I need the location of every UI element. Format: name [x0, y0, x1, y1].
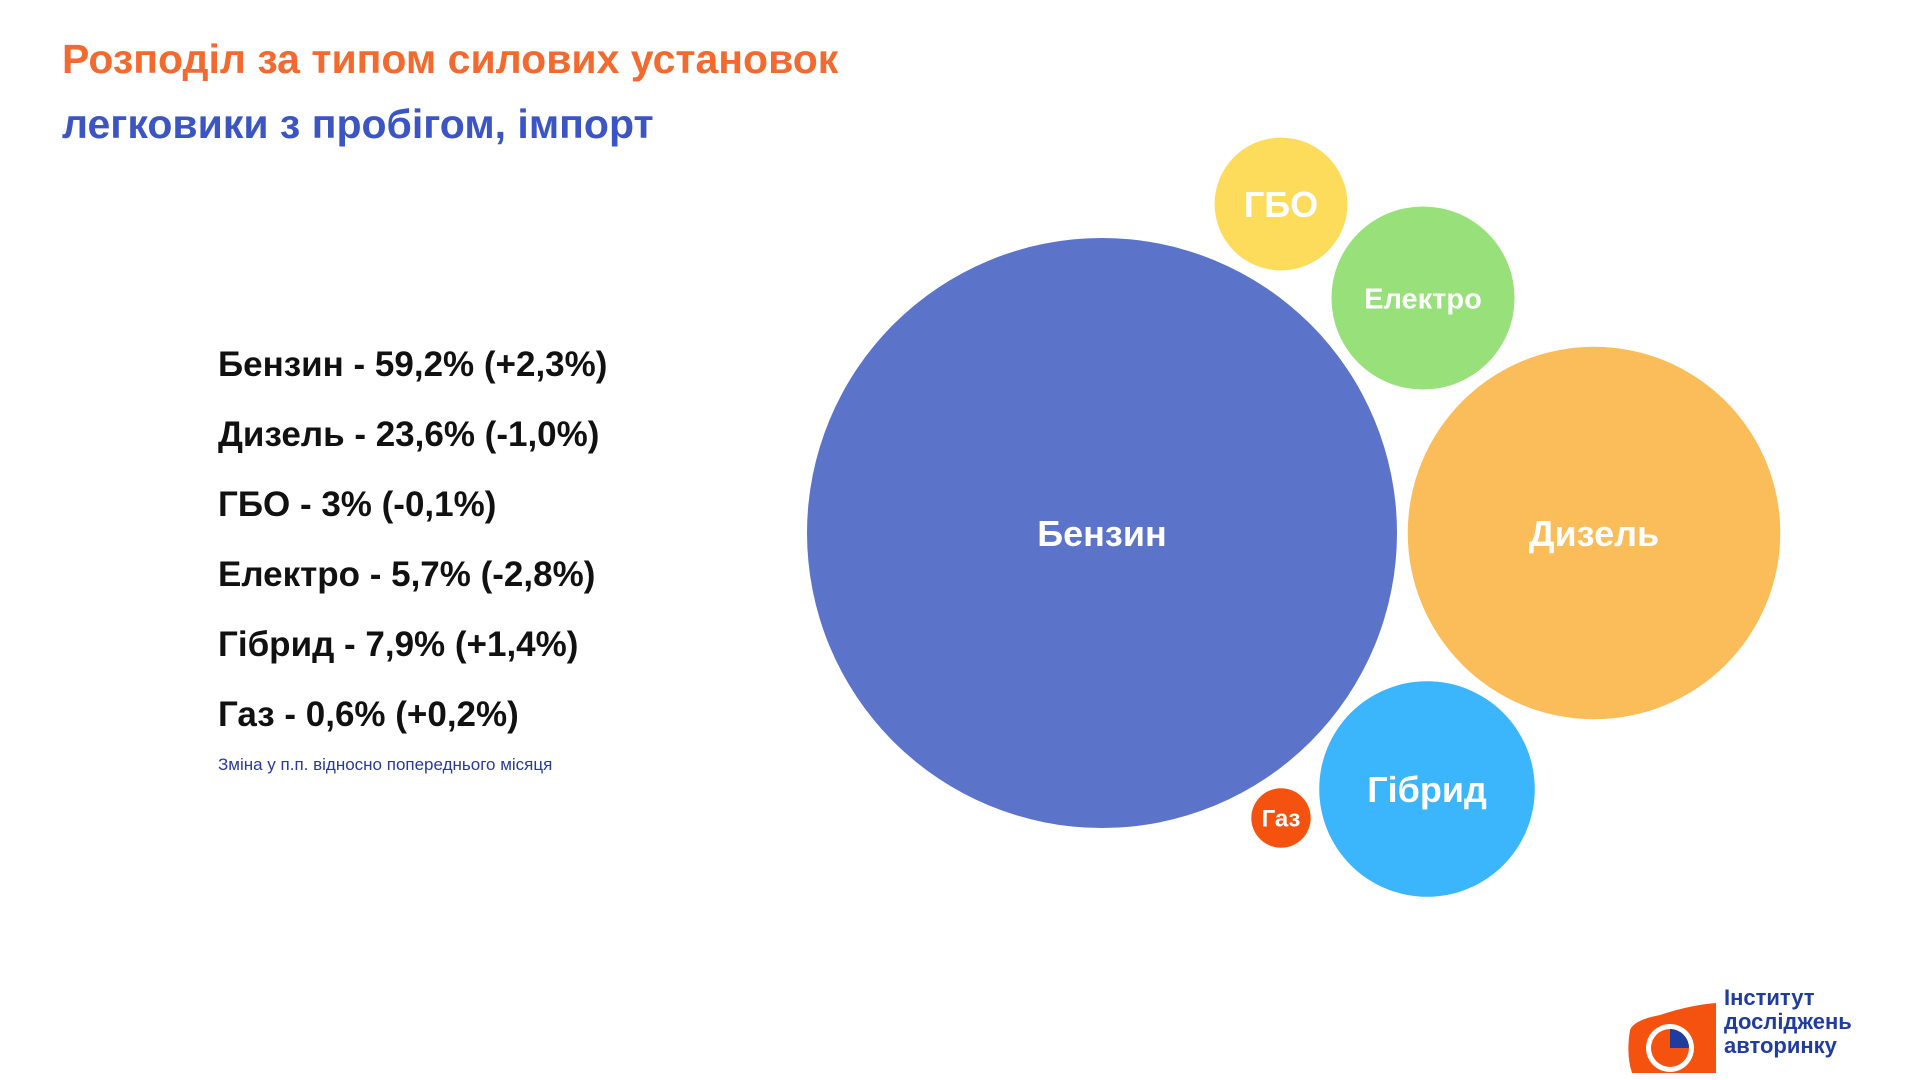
legend-item: Електро - 5,7% (-2,8%) — [218, 555, 596, 594]
logo-line: авторинку — [1724, 1033, 1837, 1058]
legend-item: Гібрид - 7,9% (+1,4%) — [218, 625, 579, 664]
bubble-label: ГБО — [1244, 184, 1318, 225]
bubble-4 — [1319, 681, 1535, 897]
bubble-2 — [1214, 137, 1348, 271]
legend-item: Дизель - 23,6% (-1,0%) — [218, 415, 600, 454]
legend: Бензин - 59,2% (+2,3%) Дизель - 23,6% (-… — [218, 342, 607, 762]
change-note: Зміна у п.п. відносно попереднього місяц… — [218, 755, 553, 774]
logo-line: досліджень — [1724, 1009, 1852, 1034]
logo-text: Інститут досліджень авторинку — [1724, 986, 1852, 1058]
bubble-5 — [1251, 788, 1311, 848]
bubble-3 — [1331, 206, 1515, 390]
logo-line: Інститут — [1724, 985, 1815, 1010]
bubble-0 — [807, 238, 1397, 828]
bubble-label: Бензин — [1037, 513, 1166, 554]
bubble-label: Газ — [1262, 806, 1301, 833]
bubble-label: Дизель — [1529, 513, 1659, 554]
bubble-label: Гібрид — [1367, 769, 1487, 810]
logo-icon — [1628, 1003, 1716, 1073]
bubble-label: Електро — [1364, 283, 1482, 315]
chart-subtitle: легковики з пробігом, імпорт — [62, 101, 654, 147]
bubble-1 — [1407, 346, 1781, 720]
chart-title: Розподіл за типом силових установок — [62, 36, 839, 82]
legend-item: ГБО - 3% (-0,1%) — [218, 485, 497, 524]
legend-item: Бензин - 59,2% (+2,3%) — [218, 345, 608, 384]
legend-item: Газ - 0,6% (+0,2%) — [218, 695, 519, 734]
